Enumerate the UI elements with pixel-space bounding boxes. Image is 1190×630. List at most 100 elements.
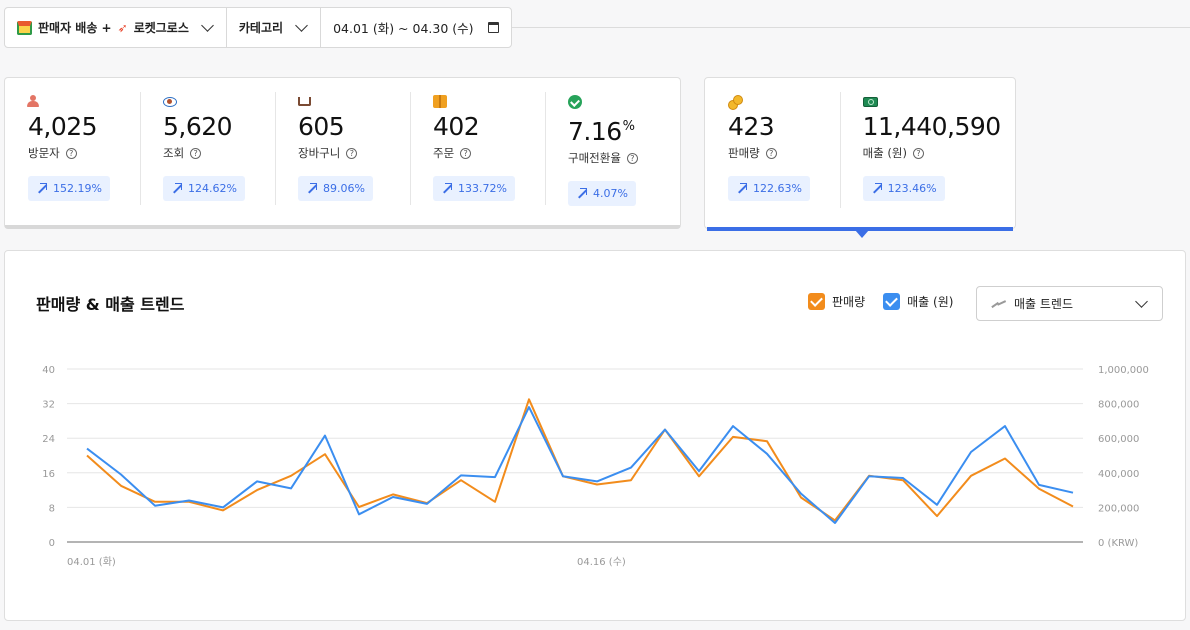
help-icon[interactable]: ? [346,147,358,159]
chart-legend: 판매량 매출 (원) [808,293,953,310]
arrow-up-right-icon [171,183,182,194]
metric-change: 124.62% [188,182,237,195]
metric-change: 152.19% [53,182,102,195]
metric-sales-qty[interactable]: 423 판매량? 122.63% [705,78,840,228]
chevron-down-icon [295,19,308,32]
metric-visitors[interactable]: 4,025 방문자? 152.19% [5,78,140,225]
cart-icon [298,95,312,109]
metric-label: 구매전환율 [568,151,621,165]
metric-value: 11,440,590 [862,112,1002,141]
metric-label-row: 방문자? [28,145,140,161]
chart-title: 판매량 & 매출 트렌드 [36,295,185,314]
y-left-tick-label: 8 [49,503,55,514]
help-icon[interactable]: ? [190,147,202,159]
legend-label: 매출 (원) [907,295,954,309]
legend-toggle-sales-qty[interactable]: 판매량 [808,293,865,310]
sales-metrics-card[interactable]: 423 판매량? 122.63% 11,440,590 매출 (원)? 123.… [704,77,1016,229]
help-icon[interactable]: ? [65,147,77,159]
metric-label-row: 조회? [163,145,275,161]
metric-cart[interactable]: 605 장바구니? 89.06% [275,78,410,225]
channel-rocket-label: 로켓그로스 [133,21,189,35]
help-icon[interactable]: ? [460,147,472,159]
rocket-icon: ➶ [117,20,128,35]
metric-change: 89.06% [323,182,365,195]
series-line-revenue [86,406,1074,524]
channel-filter-dropdown[interactable]: 판매자 배송 + ➶ 로켓그로스 [5,8,227,47]
metric-value: 402 [433,112,480,141]
y-right-tick-label: 0 (KRW) [1098,538,1138,549]
metric-change: 122.63% [753,182,802,195]
metric-label: 조회 [163,146,185,160]
arrow-up-right-icon [871,183,882,194]
y-left-tick-label: 0 [49,538,55,549]
metric-views[interactable]: 5,620 조회? 124.62% [140,78,275,225]
metric-label-row: 장바구니? [298,145,410,161]
x-tick-label: 04.16 (수) [577,556,626,568]
metric-value: 423 [728,112,775,141]
metric-unit: % [622,119,635,134]
eye-icon [163,95,177,109]
help-icon[interactable]: ? [912,147,924,159]
y-left-tick-label: 32 [42,400,55,411]
y-right-tick-label: 600,000 [1098,434,1139,445]
metric-label: 판매량 [728,146,760,160]
metric-change-badge: 4.07% [568,181,636,206]
chart-mode-label: 매출 트렌드 [1014,297,1074,311]
calendar-icon [487,22,499,33]
person-icon [28,95,42,109]
coins-icon [728,95,743,110]
metric-value-row: 7.16% [568,112,680,147]
metric-change-badge: 152.19% [28,176,110,201]
help-icon[interactable]: ? [765,147,777,159]
metric-value: 5,620 [163,112,233,141]
metric-label: 주문 [433,146,455,160]
metric-value: 605 [298,112,345,141]
y-left-tick-label: 16 [42,469,55,480]
metric-value: 7.16 [568,117,622,146]
checkbox-checked-icon[interactable] [808,293,825,310]
metric-change: 123.46% [887,182,937,195]
metric-conversion-rate[interactable]: 7.16% 구매전환율? 4.07% [545,78,680,225]
chart-mode-select[interactable]: 매출 트렌드 [976,286,1163,321]
legend-toggle-revenue[interactable]: 매출 (원) [883,293,953,310]
filter-bar: 판매자 배송 + ➶ 로켓그로스 카테고리 04.01 (화) ~ 04.30 … [4,7,512,48]
package-icon [433,95,447,109]
y-right-tick-label: 1,000,000 [1098,365,1149,376]
metric-change-badge: 89.06% [298,176,373,201]
metric-change: 4.07% [593,187,628,200]
legend-label: 판매량 [832,295,866,309]
metric-revenue[interactable]: 11,440,590 매출 (원)? 123.46% [839,78,1015,228]
date-range-label: 04.01 (화) ~ 04.30 (수) [333,21,474,36]
y-left-tick-label: 24 [42,434,55,445]
checkbox-checked-icon[interactable] [883,293,901,310]
metric-change: 133.72% [458,182,507,195]
metric-change-badge: 133.72% [433,176,515,201]
y-right-tick-label: 200,000 [1098,503,1139,514]
date-range-picker[interactable]: 04.01 (화) ~ 04.30 (수) [321,8,510,47]
series-line-sales-qty [86,398,1074,522]
arrow-up-right-icon [306,183,317,194]
arrow-up-right-icon [736,183,747,194]
trend-chart-card: 판매량 & 매출 트렌드 판매량 매출 (원) 매출 트렌드 0 0 (KRW) 8… [4,250,1186,621]
metric-change-badge: 124.62% [163,176,245,201]
metric-change-badge: 122.63% [728,176,810,201]
selected-card-indicator [707,227,1013,231]
x-tick-label: 04.01 (화) [67,556,116,568]
metric-label-row: 매출 (원)? [863,145,1015,161]
selected-card-pointer [855,230,869,238]
y-left-tick-label: 40 [42,365,55,376]
chevron-down-icon [201,19,214,32]
arrow-up-right-icon [441,183,452,194]
money-icon [862,95,878,109]
traffic-metrics-card: 4,025 방문자? 152.19% 5,620 조회? 124.62% 605… [4,77,681,229]
store-icon [17,20,32,35]
header-divider [484,27,1190,28]
arrow-up-right-icon [576,188,587,199]
category-filter-label: 카테고리 [238,21,284,35]
help-icon[interactable]: ? [626,152,638,164]
y-right-tick-label: 400,000 [1098,469,1139,480]
metric-label-row: 주문? [433,145,545,161]
metric-orders[interactable]: 402 주문? 133.72% [410,78,545,225]
metric-value: 4,025 [28,112,98,141]
category-filter-dropdown[interactable]: 카테고리 [227,8,322,47]
